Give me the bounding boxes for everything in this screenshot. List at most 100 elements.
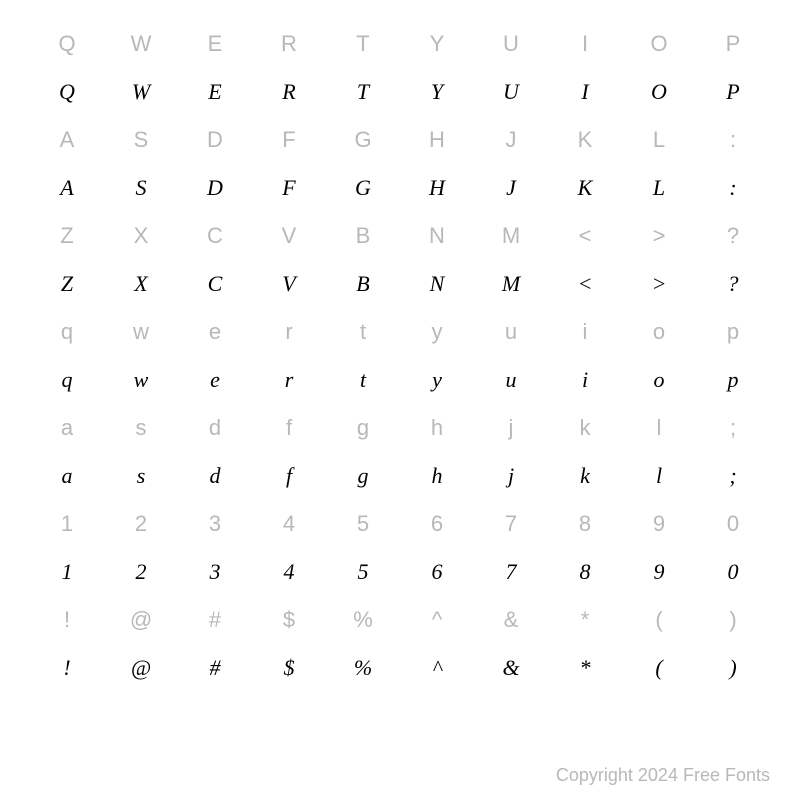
character-map-grid: QWERTYUIOPQWERTYUIOPASDFGHJKL:ASDFGHJKL:… bbox=[30, 20, 770, 692]
sample-glyph: & bbox=[474, 644, 548, 692]
reference-glyph: 6 bbox=[400, 500, 474, 548]
sample-glyph: 5 bbox=[326, 548, 400, 596]
sample-glyph: G bbox=[326, 164, 400, 212]
sample-glyph: V bbox=[252, 260, 326, 308]
reference-glyph: C bbox=[178, 212, 252, 260]
sample-glyph: w bbox=[104, 356, 178, 404]
sample-glyph: u bbox=[474, 356, 548, 404]
reference-glyph: N bbox=[400, 212, 474, 260]
sample-glyph: S bbox=[104, 164, 178, 212]
reference-glyph: d bbox=[178, 404, 252, 452]
reference-glyph: 0 bbox=[696, 500, 770, 548]
sample-glyph: > bbox=[622, 260, 696, 308]
reference-glyph: 8 bbox=[548, 500, 622, 548]
sample-glyph: Z bbox=[30, 260, 104, 308]
reference-glyph: A bbox=[30, 116, 104, 164]
sample-glyph: p bbox=[696, 356, 770, 404]
sample-glyph: M bbox=[474, 260, 548, 308]
reference-glyph: a bbox=[30, 404, 104, 452]
reference-glyph: ) bbox=[696, 596, 770, 644]
reference-glyph: f bbox=[252, 404, 326, 452]
sample-glyph: ^ bbox=[400, 644, 474, 692]
reference-glyph: 7 bbox=[474, 500, 548, 548]
sample-glyph: % bbox=[326, 644, 400, 692]
reference-glyph: j bbox=[474, 404, 548, 452]
sample-glyph: ( bbox=[622, 644, 696, 692]
reference-glyph: M bbox=[474, 212, 548, 260]
sample-glyph: j bbox=[474, 452, 548, 500]
reference-glyph: & bbox=[474, 596, 548, 644]
sample-glyph: J bbox=[474, 164, 548, 212]
reference-glyph: 5 bbox=[326, 500, 400, 548]
sample-glyph: $ bbox=[252, 644, 326, 692]
reference-glyph: ^ bbox=[400, 596, 474, 644]
sample-glyph: ? bbox=[696, 260, 770, 308]
sample-glyph: P bbox=[696, 68, 770, 116]
copyright-text: Copyright 2024 Free Fonts bbox=[556, 765, 770, 786]
reference-glyph: $ bbox=[252, 596, 326, 644]
sample-glyph: # bbox=[178, 644, 252, 692]
sample-glyph: Y bbox=[400, 68, 474, 116]
reference-glyph: Q bbox=[30, 20, 104, 68]
reference-glyph: # bbox=[178, 596, 252, 644]
reference-glyph: Y bbox=[400, 20, 474, 68]
reference-glyph: * bbox=[548, 596, 622, 644]
sample-glyph: C bbox=[178, 260, 252, 308]
sample-glyph: 7 bbox=[474, 548, 548, 596]
sample-glyph: ; bbox=[696, 452, 770, 500]
reference-glyph: X bbox=[104, 212, 178, 260]
sample-glyph: T bbox=[326, 68, 400, 116]
reference-glyph: Z bbox=[30, 212, 104, 260]
sample-glyph: W bbox=[104, 68, 178, 116]
sample-glyph: Q bbox=[30, 68, 104, 116]
reference-glyph: 1 bbox=[30, 500, 104, 548]
reference-glyph: g bbox=[326, 404, 400, 452]
reference-glyph: r bbox=[252, 308, 326, 356]
sample-glyph: * bbox=[548, 644, 622, 692]
sample-glyph: g bbox=[326, 452, 400, 500]
reference-glyph: 2 bbox=[104, 500, 178, 548]
reference-glyph: i bbox=[548, 308, 622, 356]
sample-glyph: o bbox=[622, 356, 696, 404]
sample-glyph: t bbox=[326, 356, 400, 404]
sample-glyph: O bbox=[622, 68, 696, 116]
sample-glyph: q bbox=[30, 356, 104, 404]
sample-glyph: B bbox=[326, 260, 400, 308]
sample-glyph: E bbox=[178, 68, 252, 116]
reference-glyph: : bbox=[696, 116, 770, 164]
sample-glyph: I bbox=[548, 68, 622, 116]
sample-glyph: < bbox=[548, 260, 622, 308]
sample-glyph: e bbox=[178, 356, 252, 404]
reference-glyph: H bbox=[400, 116, 474, 164]
reference-glyph: ? bbox=[696, 212, 770, 260]
reference-glyph: B bbox=[326, 212, 400, 260]
reference-glyph: > bbox=[622, 212, 696, 260]
sample-glyph: 0 bbox=[696, 548, 770, 596]
reference-glyph: k bbox=[548, 404, 622, 452]
reference-glyph: P bbox=[696, 20, 770, 68]
reference-glyph: 9 bbox=[622, 500, 696, 548]
reference-glyph: S bbox=[104, 116, 178, 164]
sample-glyph: 2 bbox=[104, 548, 178, 596]
reference-glyph: E bbox=[178, 20, 252, 68]
reference-glyph: ( bbox=[622, 596, 696, 644]
reference-glyph: G bbox=[326, 116, 400, 164]
sample-glyph: X bbox=[104, 260, 178, 308]
sample-glyph: N bbox=[400, 260, 474, 308]
sample-glyph: : bbox=[696, 164, 770, 212]
reference-glyph: % bbox=[326, 596, 400, 644]
reference-glyph: ; bbox=[696, 404, 770, 452]
sample-glyph: a bbox=[30, 452, 104, 500]
reference-glyph: F bbox=[252, 116, 326, 164]
reference-glyph: U bbox=[474, 20, 548, 68]
reference-glyph: h bbox=[400, 404, 474, 452]
sample-glyph: i bbox=[548, 356, 622, 404]
sample-glyph: @ bbox=[104, 644, 178, 692]
reference-glyph: T bbox=[326, 20, 400, 68]
reference-glyph: J bbox=[474, 116, 548, 164]
sample-glyph: 3 bbox=[178, 548, 252, 596]
reference-glyph: 4 bbox=[252, 500, 326, 548]
sample-glyph: L bbox=[622, 164, 696, 212]
sample-glyph: d bbox=[178, 452, 252, 500]
reference-glyph: t bbox=[326, 308, 400, 356]
